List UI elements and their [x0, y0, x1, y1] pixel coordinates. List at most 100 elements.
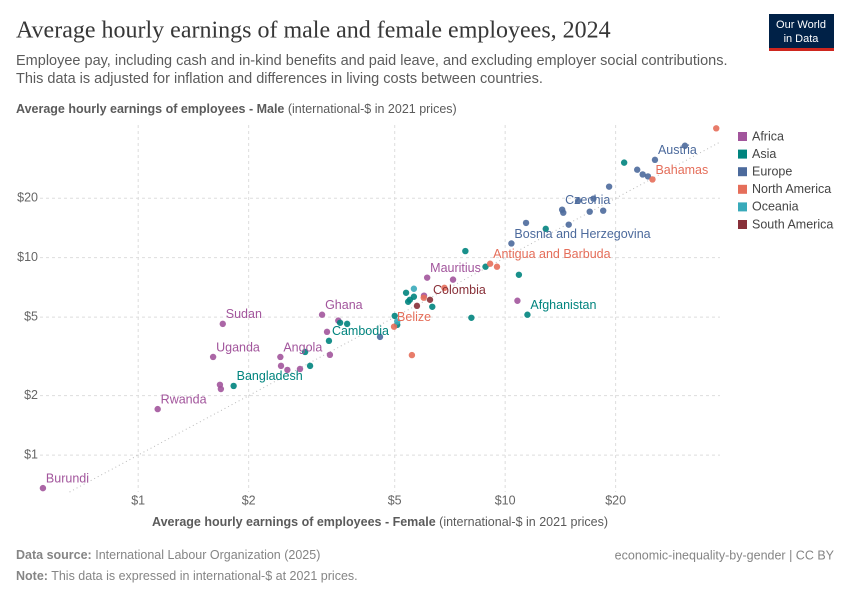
point — [600, 207, 607, 214]
point — [402, 289, 410, 296]
point — [323, 328, 331, 336]
point — [524, 311, 531, 318]
y-tick-label: $2 — [24, 388, 38, 402]
y-tick-label: $5 — [24, 309, 38, 323]
point — [336, 319, 344, 326]
point — [410, 285, 418, 292]
point — [408, 351, 416, 359]
legend-swatch — [738, 184, 747, 194]
source: Data source: International Labour Organi… — [16, 548, 320, 562]
point — [413, 302, 421, 310]
point — [404, 298, 412, 305]
legend-label: Oceania — [752, 200, 799, 214]
point — [391, 312, 398, 320]
point — [441, 284, 448, 292]
point — [390, 323, 398, 330]
point — [217, 385, 225, 393]
point — [209, 353, 217, 361]
subtitle: This data is adjusted for inflation and … — [16, 71, 543, 87]
point — [230, 382, 237, 390]
legend-swatch — [738, 167, 747, 177]
point-label: Burundi — [46, 471, 89, 485]
point-label: Afghanistan — [530, 298, 596, 312]
point — [560, 209, 567, 216]
legend-label: Africa — [752, 129, 784, 143]
point — [482, 263, 489, 270]
x-tick-label: $2 — [242, 493, 256, 507]
point-label: Austria — [658, 143, 697, 157]
legend-label: Europe — [752, 164, 792, 178]
point — [154, 405, 161, 413]
point — [522, 219, 530, 227]
x-tick-label: $20 — [605, 493, 626, 507]
point — [429, 303, 436, 310]
point — [325, 337, 333, 345]
point — [423, 274, 431, 281]
note-label: Note: — [16, 569, 48, 583]
point — [468, 314, 475, 321]
point — [605, 183, 613, 190]
point-label: Angola — [283, 340, 322, 354]
point — [284, 366, 291, 374]
point — [462, 247, 469, 255]
point — [620, 159, 628, 166]
y-axis-title-unit: (international-$ in 2021 prices) — [288, 102, 457, 116]
y-tick-label: $1 — [24, 447, 38, 461]
logo-box — [769, 14, 834, 50]
legend-swatch — [738, 220, 747, 229]
point — [565, 221, 572, 228]
point — [277, 353, 284, 361]
point — [296, 365, 304, 373]
y-tick-label: $10 — [17, 250, 38, 264]
point — [634, 166, 641, 173]
logo[interactable]: Our World in Data — [769, 14, 834, 51]
point — [326, 351, 334, 359]
x-tick-label: $10 — [495, 493, 516, 507]
footer-link[interactable]: economic-inequality-by-gender | CC BY — [615, 548, 835, 562]
subtitle: Employee pay, including cash and in-kind… — [16, 53, 727, 69]
point — [649, 176, 656, 183]
legend-label: South America — [752, 217, 833, 231]
point — [493, 263, 501, 270]
point-label: Uganda — [216, 340, 260, 354]
legend-swatch — [738, 202, 747, 212]
point-label: Belize — [397, 310, 431, 324]
point — [542, 225, 549, 233]
point-label: Mauritius — [430, 261, 481, 275]
point-label: Bangladesh — [237, 369, 303, 383]
x-axis-title: Average hourly earnings of employees - F… — [152, 515, 608, 529]
point — [508, 240, 515, 247]
point — [681, 142, 689, 149]
point — [426, 296, 434, 303]
x-tick-label: $5 — [388, 493, 402, 507]
legend-label: Asia — [752, 147, 776, 161]
point — [590, 195, 597, 202]
point-label: Ghana — [325, 298, 363, 312]
legend-swatch — [738, 132, 747, 141]
logo-text: in Data — [784, 33, 820, 45]
x-axis-title-main: Average hourly earnings of employees - F… — [152, 515, 436, 529]
logo-bar — [769, 48, 834, 51]
point-label: Sudan — [226, 307, 262, 321]
point — [410, 293, 418, 300]
point — [515, 271, 523, 278]
point-label: Rwanda — [161, 392, 207, 406]
point — [449, 276, 457, 283]
point — [486, 260, 494, 267]
y-axis-title: Average hourly earnings of employees - M… — [16, 102, 457, 116]
point — [651, 156, 659, 164]
note-text: This data is expressed in international-… — [51, 569, 357, 583]
point-label: Bahamas — [655, 163, 708, 177]
logo-text: Our World — [776, 19, 826, 31]
point — [639, 171, 646, 178]
point — [394, 318, 401, 325]
legend-label: North America — [752, 182, 831, 196]
point-label: Czechia — [565, 193, 610, 207]
point-label: Bosnia and Herzegovina — [514, 227, 650, 241]
point — [586, 208, 593, 215]
point — [301, 348, 309, 356]
source-text[interactable]: International Labour Organization (2025) — [95, 548, 320, 562]
point — [219, 320, 226, 328]
note: Note: This data is expressed in internat… — [16, 569, 358, 583]
